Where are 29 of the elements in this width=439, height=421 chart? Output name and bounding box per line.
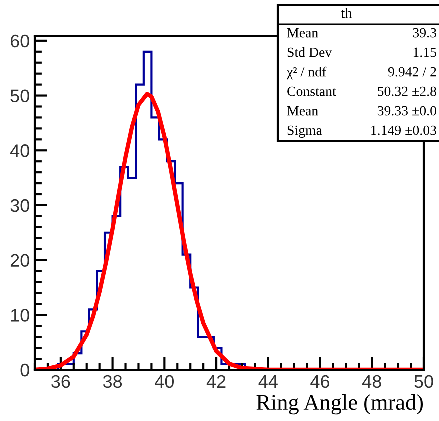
y-tick-label: 60 — [10, 34, 30, 48]
x-tick-label: 50 — [414, 375, 434, 388]
y-tick-label: 20 — [10, 254, 30, 268]
annotation: 1.15 — [414, 48, 436, 58]
x-tick-label: 48 — [362, 375, 382, 388]
x-tick-label: 36 — [52, 375, 70, 388]
x-tick-label: 38 — [103, 375, 122, 388]
annotation: Mean — [287, 28, 318, 38]
y-tick-label: 10 — [11, 309, 30, 322]
x-tick-label: 40 — [155, 375, 174, 388]
x-tick-label: 44 — [258, 376, 278, 388]
x-tick-label: 46 — [310, 375, 330, 388]
annotation: 1.149 ±0.03 — [372, 126, 436, 136]
annotation: 39.3 — [413, 28, 436, 38]
annotation: Mean — [287, 106, 318, 116]
annotation: Sigma — [288, 126, 322, 138]
annotation: 39.33 ±0.0 — [378, 106, 436, 116]
x-axis-title: Ring Angle (mrad) — [256, 394, 424, 415]
annotation: Std Dev — [288, 47, 332, 58]
annotation: Constant — [288, 86, 336, 96]
y-tick-label: 30 — [10, 199, 30, 212]
annotation: 50.32 ±2.8 — [378, 86, 436, 96]
text: th — [341, 8, 352, 18]
y-tick-label: 50 — [10, 90, 30, 102]
x-tick-label: 42 — [206, 375, 226, 388]
annotation: χ² / ndf — [286, 66, 327, 80]
annotation: 9.942 / 2 — [388, 67, 436, 77]
y-tick-label: 40 — [10, 144, 30, 158]
y-tick-label: 0 — [20, 364, 30, 377]
